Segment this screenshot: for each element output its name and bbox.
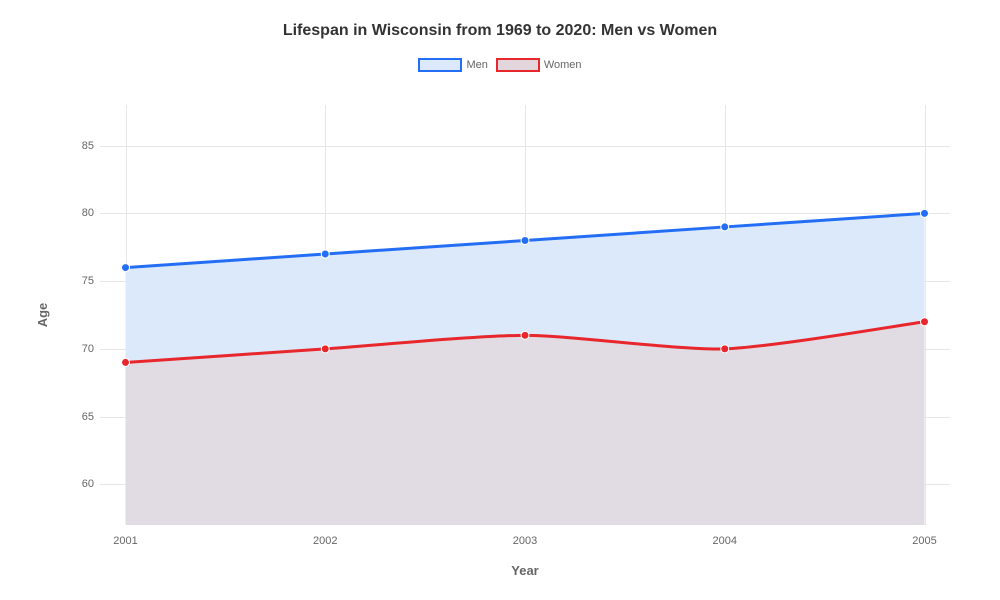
- x-tick-label: 2003: [513, 535, 537, 547]
- x-tick-label: 2005: [912, 535, 936, 547]
- legend-item-men: Men: [418, 58, 487, 72]
- series-marker-men: [521, 236, 529, 244]
- chart-title: Lifespan in Wisconsin from 1969 to 2020:…: [0, 0, 1000, 40]
- y-tick-label: 80: [70, 207, 94, 219]
- chart-svg: [100, 105, 950, 525]
- series-marker-men: [721, 223, 729, 231]
- legend: Men Women: [0, 58, 1000, 72]
- series-marker-men: [122, 264, 130, 272]
- x-axis-title: Year: [511, 563, 538, 578]
- y-tick-label: 70: [70, 343, 94, 355]
- chart-container: Lifespan in Wisconsin from 1969 to 2020:…: [0, 0, 1000, 600]
- x-tick-label: 2004: [713, 535, 737, 547]
- x-tick-label: 2001: [113, 535, 137, 547]
- legend-label-women: Women: [544, 59, 582, 71]
- y-tick-label: 85: [70, 140, 94, 152]
- series-marker-women: [321, 345, 329, 353]
- legend-swatch-women: [496, 58, 540, 72]
- y-tick-label: 60: [70, 478, 94, 490]
- legend-item-women: Women: [496, 58, 582, 72]
- series-marker-women: [521, 331, 529, 339]
- plot-area: 20012002200320042005606570758085: [100, 105, 950, 525]
- x-tick-label: 2002: [313, 535, 337, 547]
- y-axis-title: Age: [35, 303, 50, 328]
- series-marker-women: [721, 345, 729, 353]
- series-marker-men: [921, 209, 929, 217]
- legend-swatch-men: [418, 58, 462, 72]
- legend-label-men: Men: [466, 59, 487, 71]
- series-marker-men: [321, 250, 329, 258]
- series-marker-women: [921, 318, 929, 326]
- y-tick-label: 65: [70, 411, 94, 423]
- y-tick-label: 75: [70, 275, 94, 287]
- series-marker-women: [122, 358, 130, 366]
